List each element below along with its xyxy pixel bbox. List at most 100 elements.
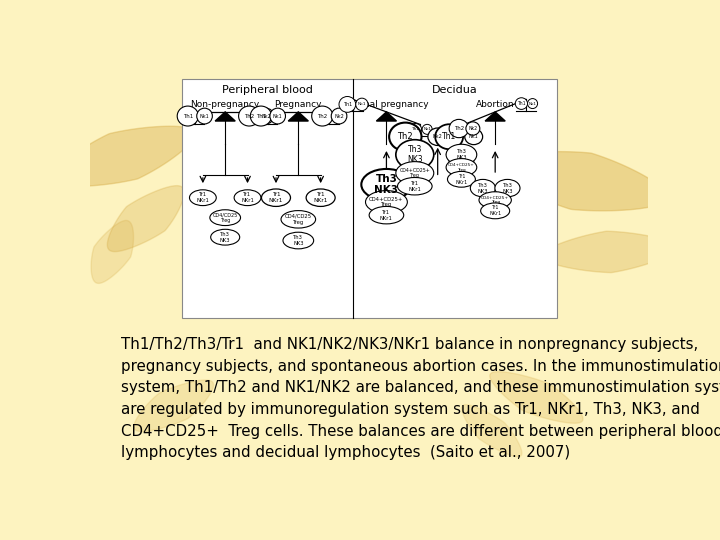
Text: Normal pregnancy: Normal pregnancy: [345, 100, 428, 109]
Text: Th2: Th2: [454, 126, 464, 131]
Ellipse shape: [234, 190, 261, 206]
Text: Th3
NK3: Th3 NK3: [456, 149, 467, 160]
Polygon shape: [495, 152, 667, 211]
Text: Nk2: Nk2: [468, 126, 477, 131]
Ellipse shape: [435, 124, 463, 149]
Text: Nk1: Nk1: [358, 103, 366, 106]
Polygon shape: [215, 112, 235, 121]
Text: Tr1
NKr1: Tr1 NKr1: [489, 205, 501, 216]
Text: Nk2: Nk2: [433, 134, 443, 139]
Ellipse shape: [177, 106, 199, 126]
Text: Th3
NK3: Th3 NK3: [477, 183, 488, 193]
Ellipse shape: [389, 123, 421, 151]
Ellipse shape: [283, 232, 314, 249]
Text: Tr1
NKr1: Tr1 NKr1: [313, 192, 328, 203]
Text: Th1: Th1: [256, 113, 266, 119]
Text: Th3
NK3: Th3 NK3: [220, 232, 230, 242]
Text: Nk1: Nk1: [469, 134, 479, 139]
Ellipse shape: [197, 108, 212, 124]
Text: Th2: Th2: [244, 113, 254, 119]
Ellipse shape: [356, 98, 368, 111]
Text: Tr1
NKr1: Tr1 NKr1: [380, 210, 393, 220]
Text: Th3
NK3: Th3 NK3: [374, 174, 398, 195]
Ellipse shape: [396, 161, 433, 185]
Polygon shape: [91, 220, 133, 284]
Text: Th2: Th2: [397, 132, 413, 141]
Ellipse shape: [331, 108, 347, 124]
Ellipse shape: [396, 140, 433, 170]
Text: Tr1
NKr1: Tr1 NKr1: [455, 174, 467, 185]
Ellipse shape: [369, 206, 404, 224]
Ellipse shape: [446, 159, 477, 176]
Text: Th2: Th2: [318, 113, 328, 119]
Ellipse shape: [422, 124, 432, 134]
Ellipse shape: [270, 108, 285, 124]
Text: Nk1: Nk1: [528, 102, 536, 106]
Ellipse shape: [366, 191, 408, 213]
Ellipse shape: [447, 171, 475, 187]
Text: Nk1: Nk1: [199, 113, 210, 119]
Text: Nk1: Nk1: [273, 113, 282, 119]
Ellipse shape: [465, 129, 482, 145]
Polygon shape: [52, 126, 195, 186]
Ellipse shape: [339, 97, 356, 112]
Text: Tr1
NKr1: Tr1 NKr1: [269, 192, 283, 203]
Text: Th1: Th1: [442, 132, 456, 141]
Text: Th3
NK3: Th3 NK3: [293, 235, 304, 246]
Text: Peripheral blood: Peripheral blood: [222, 85, 313, 95]
Text: CD4/CD25
Treg: CD4/CD25 Treg: [212, 212, 238, 223]
Polygon shape: [485, 112, 505, 121]
Ellipse shape: [211, 230, 240, 245]
Text: Th3
NK3: Th3 NK3: [407, 145, 423, 164]
Polygon shape: [377, 112, 397, 121]
Text: Th1: Th1: [183, 113, 193, 119]
Text: Pregnancy: Pregnancy: [274, 100, 322, 109]
Ellipse shape: [495, 179, 520, 197]
Ellipse shape: [397, 178, 432, 195]
Polygon shape: [490, 372, 583, 423]
Text: Th3
NK3: Th3 NK3: [503, 183, 513, 193]
Ellipse shape: [306, 189, 335, 206]
Text: Nk2: Nk2: [261, 113, 271, 119]
Text: Tr1
NKr1: Tr1 NKr1: [241, 192, 254, 203]
Text: Th1: Th1: [343, 102, 352, 107]
Ellipse shape: [428, 128, 447, 145]
Ellipse shape: [446, 144, 477, 165]
Text: Nk1: Nk1: [423, 127, 431, 131]
Ellipse shape: [479, 192, 511, 208]
Ellipse shape: [251, 106, 271, 126]
Text: Decidua: Decidua: [432, 85, 478, 95]
Ellipse shape: [238, 106, 260, 126]
Polygon shape: [107, 186, 184, 252]
Polygon shape: [288, 112, 308, 121]
Text: Tr1
NKr1: Tr1 NKr1: [197, 192, 210, 203]
Ellipse shape: [481, 203, 510, 219]
Ellipse shape: [281, 211, 315, 228]
Ellipse shape: [470, 179, 495, 197]
Ellipse shape: [449, 119, 469, 138]
Ellipse shape: [528, 99, 538, 109]
Ellipse shape: [466, 122, 480, 135]
Text: CD4+CD25+
Treg: CD4+CD25+ Treg: [369, 197, 404, 207]
Text: Tr1
NKr1: Tr1 NKr1: [408, 181, 421, 192]
Text: CD4+CD25+
Treg: CD4+CD25+ Treg: [448, 163, 474, 172]
Ellipse shape: [361, 169, 412, 200]
Ellipse shape: [189, 190, 216, 206]
Ellipse shape: [516, 98, 528, 110]
Polygon shape: [542, 231, 675, 273]
Text: Th2: Th2: [411, 127, 420, 131]
Text: CD4+CD25+
Treg: CD4+CD25+ Treg: [400, 168, 430, 179]
Text: Th1: Th1: [517, 101, 526, 106]
Text: Non-pregnancy: Non-pregnancy: [191, 100, 260, 109]
Ellipse shape: [312, 106, 333, 126]
Text: CD4+CD25+
Treg: CD4+CD25+ Treg: [481, 196, 509, 205]
FancyBboxPatch shape: [182, 79, 557, 319]
Ellipse shape: [258, 108, 274, 124]
Ellipse shape: [261, 189, 290, 206]
Text: Abortion: Abortion: [476, 100, 515, 109]
Ellipse shape: [210, 210, 240, 226]
Text: Nk2: Nk2: [334, 113, 344, 119]
Text: CD4/CD25
Treg: CD4/CD25 Treg: [284, 214, 312, 225]
Text: Th1/Th2/Th3/Tr1  and NK1/NK2/NK3/NKr1 balance in nonpregnancy subjects,
pregnanc: Th1/Th2/Th3/Tr1 and NK1/NK2/NK3/NKr1 bal…: [121, 337, 720, 460]
Ellipse shape: [409, 124, 422, 135]
